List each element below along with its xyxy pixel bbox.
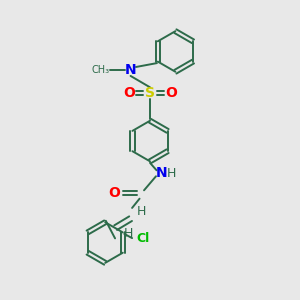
Text: Cl: Cl <box>136 232 149 244</box>
Text: N: N <box>125 63 136 77</box>
Text: N: N <box>156 166 168 180</box>
Text: H: H <box>124 227 133 240</box>
Text: O: O <box>165 86 177 100</box>
Text: H: H <box>167 167 176 180</box>
Text: O: O <box>123 86 135 100</box>
Text: S: S <box>145 86 155 100</box>
Text: H: H <box>137 205 147 218</box>
Text: O: O <box>108 186 120 200</box>
Text: CH₃: CH₃ <box>92 65 110 75</box>
